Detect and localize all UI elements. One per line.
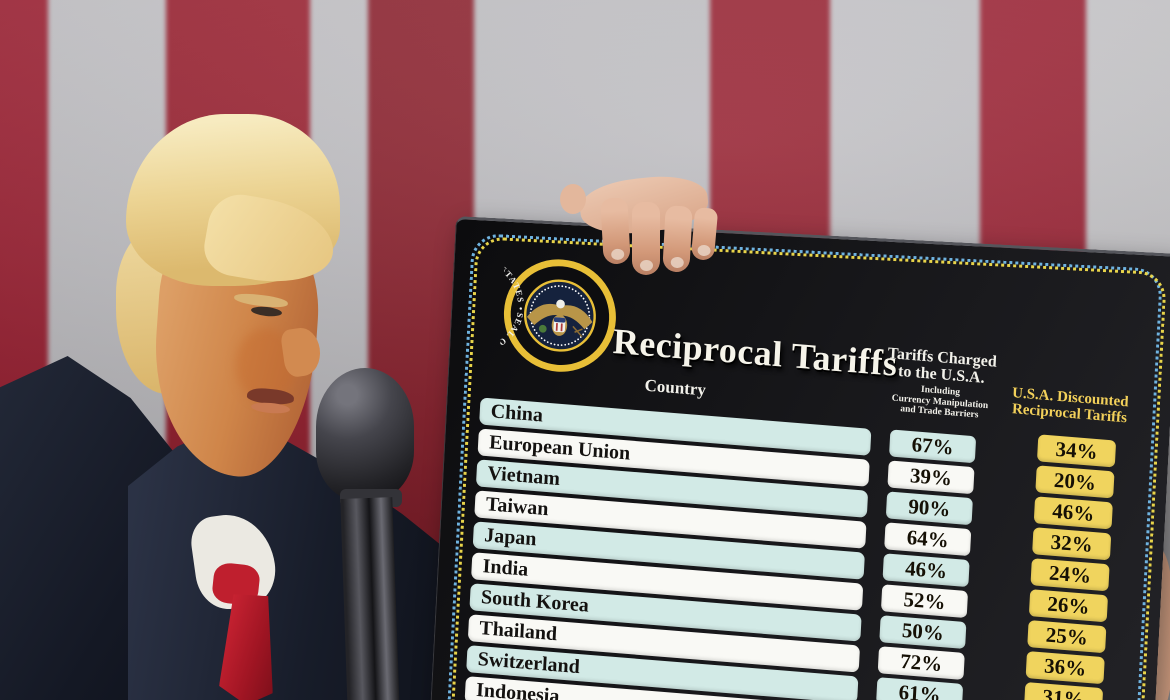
country-column: China European Union Vietnam Taiwan Japa… bbox=[464, 397, 872, 700]
charged-value-cell: 39% bbox=[887, 460, 975, 494]
hand-finger bbox=[600, 197, 631, 265]
charged-value-cell: 72% bbox=[877, 646, 965, 680]
discounted-value-cell: 34% bbox=[1036, 434, 1117, 468]
tariffs-charged-column: 67% 39% 90% 64% 46% 52% 50% 72% 61% bbox=[874, 429, 977, 700]
discounted-value-cell: 26% bbox=[1028, 589, 1109, 622]
microphone-head bbox=[316, 368, 414, 502]
reciprocal-tariffs-board: SEAL OF THE PRESIDENT OF THE UNITED STAT… bbox=[426, 216, 1170, 700]
microphone-stand bbox=[340, 497, 400, 700]
hand-finger bbox=[662, 205, 693, 273]
board-content: SEAL OF THE PRESIDENT OF THE UNITED STAT… bbox=[428, 219, 1170, 700]
column-header-country: Country bbox=[644, 375, 707, 400]
charged-value-cell: 50% bbox=[879, 615, 967, 649]
charged-value-cell: 64% bbox=[884, 522, 972, 556]
discounted-value-cell: 25% bbox=[1027, 620, 1107, 653]
discounted-value-cell: 20% bbox=[1035, 465, 1115, 498]
hand-finger bbox=[690, 207, 719, 261]
charged-value-cell: 90% bbox=[885, 491, 973, 525]
charged-value-cell: 61% bbox=[876, 677, 964, 700]
discounted-value-cell: 24% bbox=[1030, 558, 1110, 591]
discounted-value-cell: 32% bbox=[1032, 527, 1112, 560]
charged-value-cell: 67% bbox=[889, 429, 977, 463]
discounted-value-cell: 46% bbox=[1033, 496, 1113, 529]
discounted-value-cell: 31% bbox=[1024, 681, 1104, 700]
charged-value-cell: 46% bbox=[882, 553, 970, 587]
charged-value-cell: 52% bbox=[880, 584, 969, 618]
discounted-value-cell: 36% bbox=[1025, 651, 1105, 684]
hand-finger bbox=[632, 202, 660, 275]
presidential-seal-icon: SEAL OF THE PRESIDENT OF THE UNITED STAT… bbox=[499, 253, 616, 372]
hand-thumb bbox=[560, 184, 586, 214]
discounted-column: 34% 20% 46% 32% 24% 26% 25% 36% 31% bbox=[1022, 434, 1117, 700]
hand-top-edge bbox=[560, 171, 730, 296]
